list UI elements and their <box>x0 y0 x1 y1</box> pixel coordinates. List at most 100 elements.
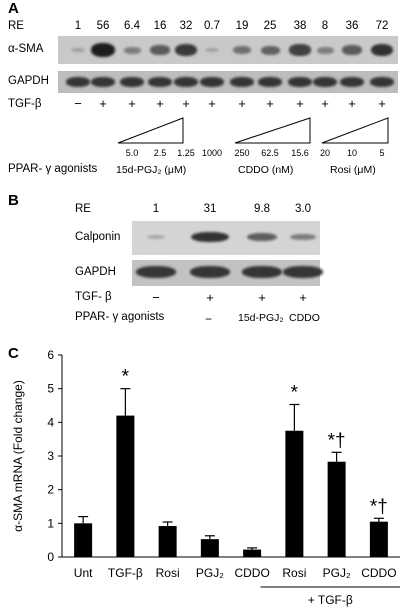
gapdh-band-a <box>258 77 282 87</box>
category-label: CDDO <box>234 566 269 580</box>
bar <box>116 415 135 557</box>
alpha-sma-band <box>316 46 334 54</box>
calponin-band <box>190 231 230 243</box>
panel-c-letter: C <box>8 345 19 362</box>
cddo-conc: 250 <box>234 148 250 158</box>
tgf-sign-a: + <box>128 96 136 111</box>
category-label: Unt <box>74 566 93 580</box>
re-value-a: 0.7 <box>204 20 220 32</box>
tgf-sign-a: + <box>156 96 164 111</box>
re-value-b: 9.8 <box>254 203 270 215</box>
gapdh-band-a <box>148 77 172 87</box>
panel-b-letter: B <box>8 192 19 209</box>
gapdh-label-a: GAPDH <box>8 75 49 87</box>
cddo-name-a: CDDO (nM) <box>238 164 294 176</box>
re-label-b: RE <box>75 203 91 215</box>
cddo-conc: 62.5 <box>261 148 279 158</box>
gapdh-band-a <box>370 77 394 87</box>
alpha-sma-band <box>204 47 220 53</box>
re-value-a: 36 <box>345 20 359 32</box>
agonists-label-a: PPAR- γ agonists <box>8 163 98 175</box>
rosi-name-a: Rosi (μM) <box>330 164 376 176</box>
cddo-conc: 15.6 <box>291 148 309 158</box>
alpha-sma-band <box>370 43 394 57</box>
gapdh-band-a <box>120 77 144 87</box>
significance-mark: *† <box>328 430 346 451</box>
gapdh-band-a <box>230 77 254 87</box>
pgj-conc: 2.5 <box>153 148 167 158</box>
tgf-sign-b: + <box>206 290 214 305</box>
alpha-sma-band <box>260 45 280 55</box>
tgf-sign-b: + <box>258 290 266 305</box>
gapdh-band-a <box>66 77 90 87</box>
alpha-sma-label: α-SMA <box>8 43 44 55</box>
tgf-sign-a: + <box>99 96 107 111</box>
dose-triangles-a <box>117 117 389 144</box>
tgf-sign-a: − <box>74 96 82 111</box>
bar <box>200 539 219 557</box>
tgf-sign-b: + <box>299 290 307 305</box>
gapdh-band-a <box>313 77 337 87</box>
calponin-band <box>290 233 316 241</box>
tgf-sign-b: − <box>152 290 160 305</box>
re-value-b: 1 <box>152 203 160 215</box>
alpha-sma-band <box>175 44 197 56</box>
re-value-a: 1 <box>74 20 82 32</box>
alpha-sma-band <box>150 45 170 55</box>
tgf-sign-a: + <box>348 96 356 111</box>
y-tick-label: 2 <box>47 483 54 497</box>
agonist-name-b: 15d-PGJ₂ <box>238 312 284 324</box>
significance-mark: * <box>122 367 130 388</box>
y-axis-label: α-SMA mRNA (Fold change) <box>11 380 25 532</box>
re-value-a: 72 <box>375 20 389 32</box>
y-tick-label: 4 <box>47 415 54 429</box>
tgf-group-label: + TGF-β <box>308 593 353 607</box>
category-label: PGJ₂ <box>196 566 224 580</box>
bar <box>74 523 93 557</box>
calponin-band <box>246 232 278 242</box>
gapdh-band-a <box>91 77 115 87</box>
significance-mark: *† <box>370 496 388 517</box>
rosi-conc: 20 <box>319 148 330 158</box>
re-value-a: 25 <box>263 20 277 32</box>
gapdh-band-a <box>174 77 198 87</box>
gapdh-band-a <box>200 77 224 87</box>
tgf-sign-a: + <box>296 96 304 111</box>
re-value-a: 19 <box>235 20 249 32</box>
alpha-sma-band <box>91 43 115 57</box>
tgf-sign-a: + <box>266 96 274 111</box>
re-value-a: 38 <box>293 20 307 32</box>
tgf-sign-a: + <box>182 96 190 111</box>
significance-mark: * <box>291 382 299 403</box>
category-label: PGJ₂ <box>323 566 351 580</box>
tgf-sign-a: + <box>208 96 216 111</box>
tgf-sign-a: + <box>378 96 386 111</box>
tgf-sign-a: + <box>238 96 246 111</box>
alpha-sma-band <box>289 44 311 56</box>
re-value-b: 31 <box>203 203 217 215</box>
re-label-a: RE <box>8 20 24 32</box>
calponin-band <box>147 234 165 240</box>
re-value-a: 8 <box>321 20 329 32</box>
agonists-label-b: PPAR- γ agonists <box>75 311 165 323</box>
tgf-label-b: TGF- β <box>75 291 112 303</box>
panel-a-letter: A <box>8 0 19 17</box>
bar <box>243 549 262 557</box>
bar <box>285 430 304 557</box>
gapdh-band-a <box>340 77 364 87</box>
y-tick-label: 3 <box>47 449 54 463</box>
alpha-sma-mrna-chart: 0 1 2 3 4 5 6 α-SMA mRNA (Fold change) Unt * TGF-β… <box>11 350 400 607</box>
re-value-b: 3.0 <box>295 203 311 215</box>
alpha-sma-band <box>123 46 141 54</box>
y-tick-label: 0 <box>47 550 54 564</box>
alpha-sma-band <box>342 45 362 55</box>
gapdh-label-b: GAPDH <box>75 266 116 278</box>
gapdh-band-b <box>136 266 176 278</box>
alpha-sma-band <box>233 46 251 54</box>
category-label: TGF-β <box>108 566 143 580</box>
gapdh-blot-a <box>58 71 398 93</box>
re-value-a: 56 <box>96 20 110 32</box>
re-value-a: 6.4 <box>124 20 140 32</box>
pgj-conc: 5.0 <box>125 148 139 158</box>
bar <box>369 521 388 557</box>
